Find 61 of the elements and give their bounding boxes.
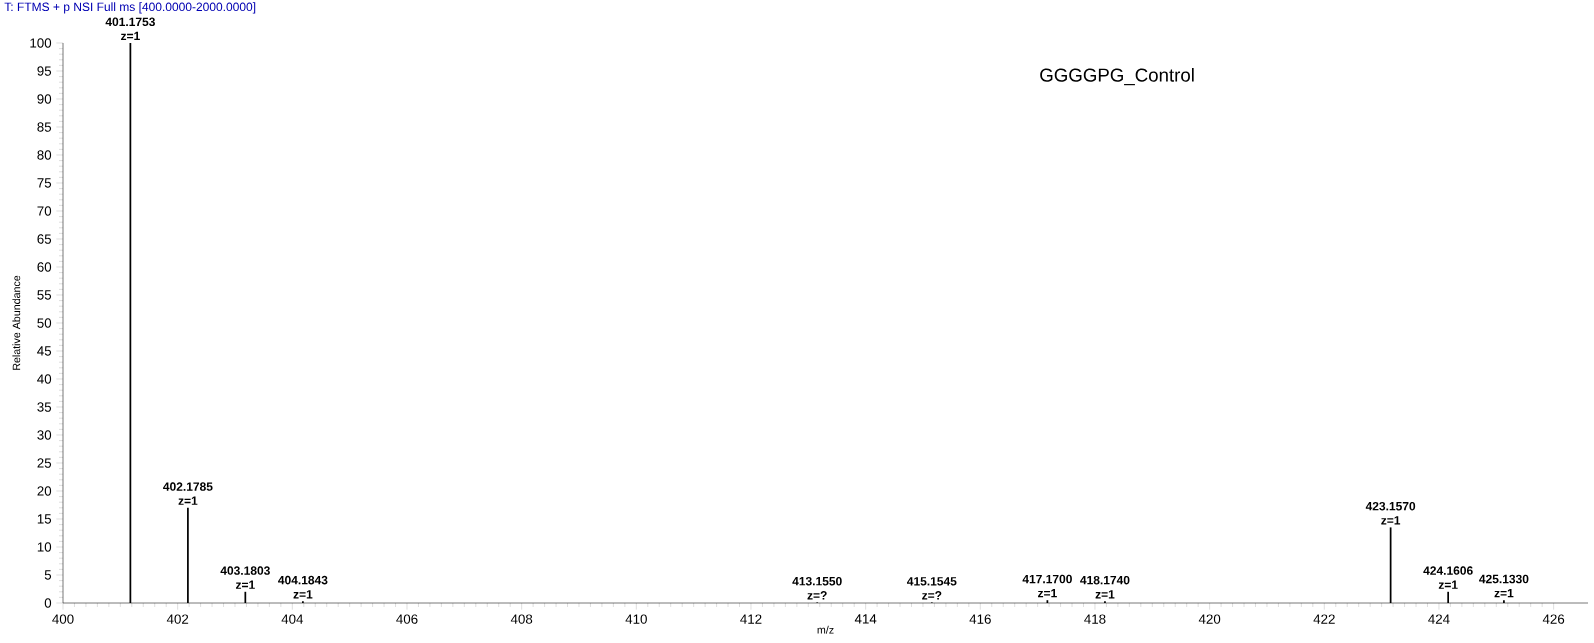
y-tick-label: 10	[37, 542, 52, 552]
y-tick-label: 40	[37, 374, 52, 384]
annotation: 404.1843	[278, 575, 328, 585]
x-tick-label: 418	[1084, 614, 1106, 624]
annotation: 413.1550	[792, 576, 842, 586]
x-tick-label: 406	[396, 614, 418, 624]
x-tick-label: 408	[510, 614, 533, 624]
y-axis-title: Relative Abundance	[12, 275, 21, 370]
y-tick-label: 25	[37, 458, 52, 468]
annotation: 423.1570	[1365, 501, 1416, 511]
y-tick-label: 20	[37, 486, 52, 496]
y-tick-label: 5	[44, 570, 52, 580]
x-tick-label: 426	[1542, 614, 1565, 624]
y-tick-label: 0	[44, 598, 52, 608]
annotation: z=1	[1038, 589, 1057, 598]
y-tick-label: 90	[37, 94, 52, 104]
y-tick-label: 55	[37, 290, 52, 300]
x-axis-title: m/z	[817, 625, 834, 634]
annotation: z=1	[1381, 516, 1401, 525]
annotation: z=1	[1438, 580, 1458, 589]
annotation: 417.1700	[1022, 574, 1072, 584]
annotation: z=1	[293, 590, 313, 599]
x-tick-label: 404	[281, 614, 304, 624]
y-tick-label: 85	[37, 122, 52, 132]
annotation: z=1	[121, 31, 140, 41]
x-tick-label: 400	[52, 614, 74, 624]
y-tick-label: 95	[37, 66, 52, 76]
y-tick-label: 35	[37, 402, 52, 412]
y-tick-label: 15	[37, 514, 52, 524]
y-tick-label: 45	[37, 346, 52, 356]
y-tick-label: 100	[30, 38, 52, 48]
x-tick-label: 412	[740, 614, 762, 624]
x-tick-label: 410	[625, 614, 647, 624]
annotation: 424.1606	[1423, 566, 1473, 575]
annotation: z=1	[1494, 589, 1514, 598]
chart-subtitle: T: FTMS + p NSI Full ms [400.0000-2000.0000]	[4, 2, 256, 14]
annotation: 415.1545	[906, 577, 957, 586]
annotation: z=1	[178, 496, 198, 505]
annotation: 403.1803	[220, 566, 270, 575]
x-tick-label: 416	[969, 614, 991, 624]
x-tick-label: 414	[854, 614, 877, 624]
annotation: 418.1740	[1080, 575, 1130, 585]
y-tick-label: 70	[37, 206, 52, 216]
y-tick-label: 50	[37, 318, 52, 328]
x-tick-label: 422	[1313, 614, 1335, 624]
y-tick-label: 60	[37, 262, 52, 272]
annotation: z=?	[807, 591, 827, 600]
x-tick-label: 420	[1198, 614, 1221, 624]
annotation: GGGGPG_Control	[1040, 67, 1194, 86]
annotation: 402.1785	[163, 482, 213, 491]
x-tick-label: 424	[1428, 614, 1450, 624]
annotation: z=?	[922, 591, 942, 600]
y-tick-label: 75	[37, 178, 52, 188]
y-tick-label: 65	[37, 234, 52, 244]
annotation: 401.1753	[105, 17, 155, 27]
y-tick-label: 80	[37, 150, 52, 160]
x-tick-label: 402	[166, 614, 189, 624]
y-tick-label: 30	[37, 430, 52, 440]
annotation: z=1	[1095, 590, 1115, 599]
annotation: z=1	[235, 580, 255, 589]
annotation: 425.1330	[1479, 574, 1529, 584]
